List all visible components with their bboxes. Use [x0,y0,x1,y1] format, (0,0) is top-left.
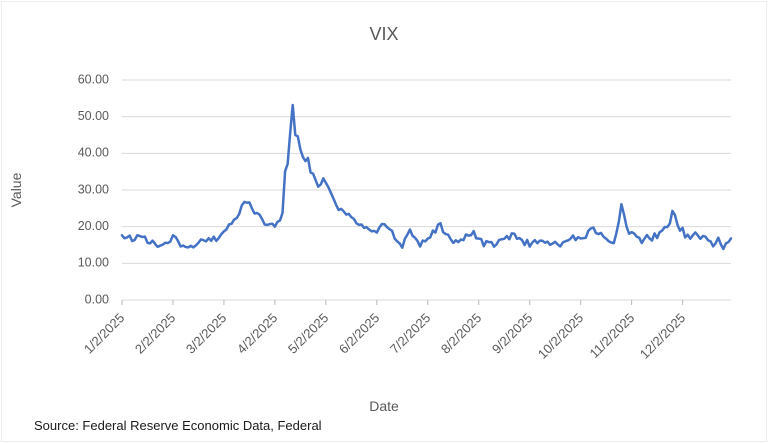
svg-text:30.00: 30.00 [78,182,109,196]
svg-text:60.00: 60.00 [78,72,109,86]
svg-text:50.00: 50.00 [78,109,109,123]
svg-text:20.00: 20.00 [78,219,109,233]
svg-text:0.00: 0.00 [85,292,109,306]
svg-text:40.00: 40.00 [78,146,109,160]
svg-text:10.00: 10.00 [78,256,109,270]
